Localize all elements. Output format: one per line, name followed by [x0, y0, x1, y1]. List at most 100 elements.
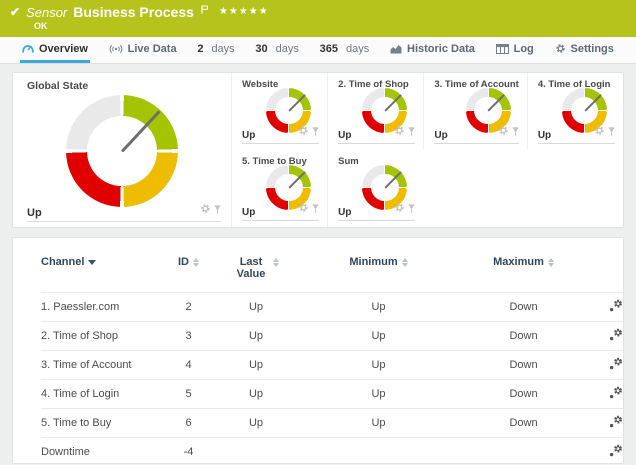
gauge-footer-icons: [594, 123, 615, 141]
cell-actions: [586, 379, 623, 409]
3-time-of-account-gauge: [465, 88, 511, 133]
tab-live-data[interactable]: Live Data: [107, 37, 179, 63]
tab-label-number: 2: [197, 42, 204, 55]
gauge-settings-gear-icon[interactable]: [394, 123, 405, 141]
pin-icon[interactable]: [214, 201, 221, 219]
tab-log[interactable]: Log: [494, 37, 536, 63]
column-header-minimum[interactable]: Minimum: [296, 246, 461, 293]
gauge-title: 4. Time of Login: [537, 79, 611, 90]
column-header-channel[interactable]: Channel: [41, 246, 161, 293]
5-time-to-buy-gauge: [266, 165, 312, 210]
column-header-id[interactable]: ID: [161, 246, 216, 293]
sum-gauge: [362, 165, 408, 210]
column-label: Minimum: [349, 256, 398, 268]
cell-last: Up: [216, 379, 296, 409]
column-label: Maximum: [493, 256, 544, 268]
gauge-value: Up: [27, 207, 42, 219]
column-header-actions: [586, 246, 623, 293]
small-gauges-grid: Website Up 2. Time of Shop Up 3. Time of Acc…: [231, 73, 623, 227]
pin-icon[interactable]: [512, 123, 519, 141]
priority-flag-icon: [201, 2, 209, 17]
column-header-last-value[interactable]: Last Value: [216, 246, 296, 293]
cell-last: Up: [216, 321, 296, 351]
tab-label-unit: days: [275, 42, 299, 55]
channel-settings-gear-icon[interactable]: [609, 357, 623, 373]
cell-id: 6: [161, 408, 216, 438]
gauge-title: Global State: [27, 80, 89, 92]
channel-settings-gear-icon[interactable]: [609, 299, 623, 315]
cell-min: Up: [296, 292, 461, 322]
channel-settings-gear-icon[interactable]: [609, 328, 623, 344]
channel-table-card: Channel ID Last Value Minimum Maximum 1. Pae…: [12, 237, 624, 464]
gauge-panel-global-state: Global State Up: [13, 73, 231, 227]
cell-id: -4: [161, 437, 216, 463]
cell-max: Down: [461, 350, 586, 380]
column-label: Last Value: [236, 256, 266, 280]
cell-max: Down: [461, 379, 586, 409]
pin-icon[interactable]: [312, 200, 319, 218]
gauge-footer: Up: [338, 200, 416, 221]
gauge-settings-gear-icon[interactable]: [200, 201, 211, 219]
gauge-footer: Up: [338, 123, 416, 144]
gauge-settings-gear-icon[interactable]: [298, 200, 309, 218]
column-header-maximum[interactable]: Maximum: [461, 246, 586, 293]
table-row-1-paessler-com: 1. Paessler.com 2 Up Up Down: [41, 292, 623, 322]
tab-30-days[interactable]: 30 days: [253, 37, 301, 63]
cell-channel: 4. Time of Login: [41, 379, 161, 409]
page-title: Business Process: [73, 4, 194, 20]
gauge-value: Up: [434, 130, 448, 141]
gauge-title: Sum: [338, 156, 359, 167]
table-row-5-time-to-buy: 5. Time to Buy 6 Up Up Down: [41, 408, 623, 438]
gauge-panel-website: Website Up: [231, 73, 327, 150]
table-row-4-time-of-login: 4. Time of Login 5 Up Up Down: [41, 379, 623, 409]
tab-label: Settings: [570, 42, 614, 55]
gauge-value: Up: [242, 130, 256, 141]
tab-historic-data[interactable]: Historic Data: [388, 37, 477, 63]
pin-icon[interactable]: [408, 200, 415, 218]
gauge-value: Up: [338, 207, 352, 218]
gauge-icon: [22, 43, 34, 54]
cell-min: Up: [296, 321, 461, 351]
tab-label-unit: days: [211, 42, 235, 55]
cell-max: Down: [461, 292, 586, 322]
gauge-footer: Up: [242, 200, 320, 221]
cell-id: 4: [161, 350, 216, 380]
priority-stars[interactable]: ★★★★★: [218, 6, 269, 17]
tab-settings[interactable]: Settings: [553, 37, 616, 63]
cell-max: [461, 437, 586, 463]
cell-id: 5: [161, 379, 216, 409]
cell-actions: [586, 350, 623, 380]
tab-overview[interactable]: Overview: [20, 37, 90, 63]
gauge-footer-icons: [394, 123, 415, 141]
chart-icon: [390, 44, 402, 54]
gauge-footer: Up: [27, 201, 221, 222]
cell-id: 3: [161, 321, 216, 351]
tab-label-number: 30: [255, 42, 268, 55]
cell-last: Up: [216, 350, 296, 380]
channel-settings-gear-icon[interactable]: [609, 415, 623, 431]
sort-toggle-icon: [401, 257, 408, 267]
gauge-value: Up: [242, 207, 256, 218]
gauge-settings-gear-icon[interactable]: [498, 123, 509, 141]
status-badge: OK: [34, 21, 48, 31]
tab-bar: Overview Live Data 2 days 30 days 365 days Histo…: [0, 37, 636, 64]
gauge-settings-gear-icon[interactable]: [394, 200, 405, 218]
cell-id: 2: [161, 292, 216, 322]
channel-settings-gear-icon[interactable]: [609, 444, 623, 460]
tab-365-days[interactable]: 365 days: [318, 37, 372, 63]
cell-actions: [586, 292, 623, 322]
tab-2-days[interactable]: 2 days: [195, 37, 236, 63]
pin-icon[interactable]: [312, 123, 319, 141]
pin-icon[interactable]: [608, 123, 615, 141]
gauge-panel-2-time-of-shop: 2. Time of Shop Up: [327, 73, 423, 150]
table-row-2-time-of-shop: 2. Time of Shop 3 Up Up Down: [41, 321, 623, 351]
pin-icon[interactable]: [408, 123, 415, 141]
channel-settings-gear-icon[interactable]: [609, 386, 623, 402]
gauge-settings-gear-icon[interactable]: [298, 123, 309, 141]
status-ok-check-icon: ✔: [10, 5, 21, 19]
2-time-of-shop-gauge: [362, 88, 408, 133]
tab-label-unit: days: [346, 42, 370, 55]
gauge-settings-gear-icon[interactable]: [594, 123, 605, 141]
table-row-3-time-of-account: 3. Time of Account 4 Up Up Down: [41, 350, 623, 380]
channel-table: Channel ID Last Value Minimum Maximum 1. Pae…: [41, 246, 623, 463]
